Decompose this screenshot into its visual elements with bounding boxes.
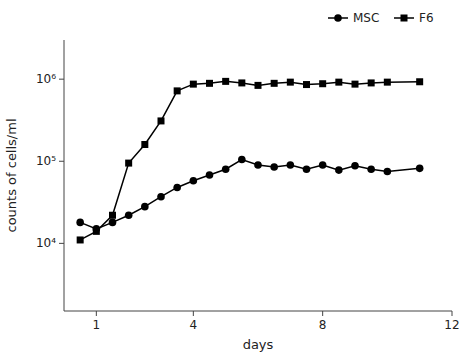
x-tick [452,311,453,316]
point [303,165,311,173]
point [271,80,278,87]
legend-label: F6 [419,11,434,25]
point [367,165,375,173]
point [141,203,149,211]
x-tick-label: 12 [444,318,459,332]
point [125,211,133,219]
point [109,219,117,227]
x-axis-label: days [243,337,274,352]
point [384,79,391,86]
plot-area [76,78,423,244]
y-axis-line [64,40,65,311]
point [368,79,375,86]
point [270,163,278,171]
point [77,236,84,243]
y-tick [59,243,64,244]
point [125,160,132,167]
y-tick-label: 10⁶ [36,72,56,86]
point [303,81,310,88]
x-tick [322,311,323,316]
point [173,184,181,192]
legend-marker [401,15,408,22]
point [238,79,245,86]
point [416,165,424,173]
legend: MSC F6 [328,11,434,25]
point [157,193,165,201]
point [76,219,84,227]
y-tick [59,79,64,80]
point [190,81,197,88]
x-tick [193,311,194,316]
point [141,141,148,148]
legend-label: MSC [353,11,379,25]
series [77,78,424,244]
point [351,162,359,170]
x-tick [96,311,97,316]
y-tick [59,161,64,162]
point [222,78,229,85]
point [319,161,327,169]
point [416,78,423,85]
point [255,82,262,89]
x-axis-line [64,311,452,312]
point [222,165,230,173]
point [384,168,392,176]
point [206,171,214,179]
x-tick-label: 4 [190,318,198,332]
point [287,161,295,169]
line [80,81,420,240]
point [238,156,246,164]
point [319,80,326,87]
series [76,156,423,233]
point [287,79,294,86]
x-tick-label: 8 [319,318,327,332]
x-tick-label: 1 [93,318,101,332]
point [158,117,165,124]
point [206,80,213,87]
point [335,166,343,174]
point [254,161,262,169]
chart: 1 4 8 12 10⁴ 10⁵ 10⁶ days counts of cells/ml MSC F… [0,0,474,357]
point [93,228,100,235]
point [174,87,181,94]
y-axis-label: counts of cells/ml [4,118,19,232]
line [80,160,420,229]
legend-marker [334,14,342,22]
point [190,177,198,185]
point [352,81,359,88]
y-tick-label: 10⁵ [36,154,56,168]
point [109,212,116,219]
point [335,79,342,86]
y-tick-label: 10⁴ [36,236,56,250]
